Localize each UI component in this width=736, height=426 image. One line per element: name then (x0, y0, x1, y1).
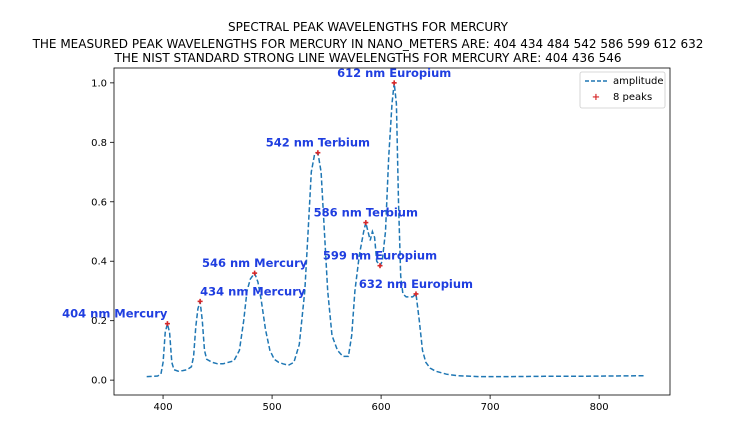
x-tick-label: 500 (263, 402, 282, 413)
legend: amplitude + 8 peaks (579, 71, 666, 109)
x-tick-label: 600 (372, 402, 391, 413)
peak-annotation: 542 nm Terbium (266, 136, 370, 150)
y-axis: 0.0 0.2 0.4 0.6 0.8 1.0 (91, 78, 114, 387)
series-line-amplitude (146, 82, 647, 378)
plot-area-frame (113, 67, 671, 396)
peak-annotation: 586 nm Terbium (314, 206, 418, 220)
x-tick-label: 400 (154, 402, 173, 413)
peak-annotation: 404 nm Mercury (62, 307, 168, 321)
chart-title: SPECTRAL PEAK WAVELENGTHS FOR MERCURY (228, 20, 508, 34)
y-tick-label: 0.6 (91, 197, 107, 208)
peak-annotation: 612 nm Europium (337, 66, 451, 80)
legend-amplitude-label: amplitude (613, 76, 664, 87)
peak-marker (315, 150, 321, 156)
legend-box (579, 71, 666, 109)
peak-marker (252, 270, 258, 276)
x-tick-label: 800 (590, 402, 609, 413)
chart-subtitle-measured: THE MEASURED PEAK WAVELENGTHS FOR MERCUR… (32, 37, 704, 51)
legend-peaks-swatch: + (592, 92, 600, 103)
peak-marker (413, 291, 419, 297)
peak-annotation: 434 nm Mercury (200, 284, 306, 298)
peak-annotation: 546 nm Mercury (202, 256, 308, 270)
x-axis: 400 500 600 700 800 (154, 395, 609, 413)
y-tick-label: 0.4 (91, 257, 107, 268)
peak-annotation: 599 nm Europium (323, 249, 437, 263)
annotations-layer: 404 nm Mercury 434 nm Mercury 546 nm Mercu… (62, 66, 473, 321)
y-tick-label: 0.8 (91, 138, 107, 149)
y-tick-label: 0.2 (91, 316, 107, 327)
peak-marker (377, 263, 383, 269)
x-tick-label: 700 (481, 402, 500, 413)
peak-marker (164, 321, 170, 327)
legend-peaks-label: 8 peaks (613, 92, 652, 103)
y-tick-label: 0.0 (91, 376, 107, 387)
peak-annotation: 632 nm Europium (359, 277, 473, 291)
peak-marker (197, 298, 203, 304)
peak-marker (363, 220, 369, 226)
chart-subtitle-nist: THE NIST STANDARD STRONG LINE WAVELENGTH… (114, 51, 622, 65)
y-tick-label: 1.0 (91, 78, 107, 89)
peak-marker (391, 80, 397, 86)
series-layer (146, 80, 647, 378)
